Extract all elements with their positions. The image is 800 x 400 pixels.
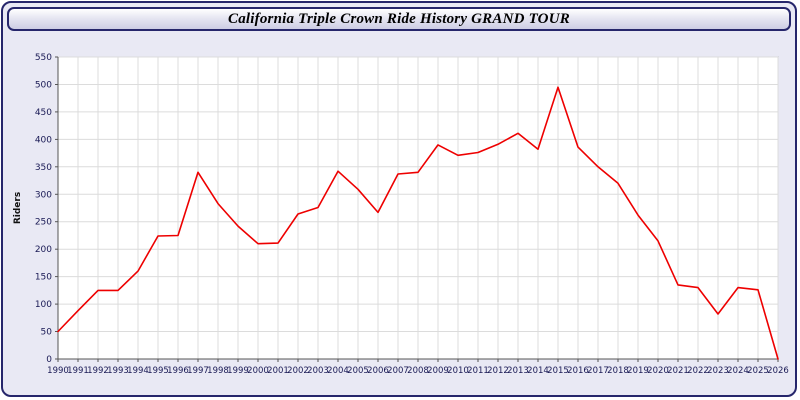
svg-text:2023: 2023 (707, 366, 729, 376)
svg-text:1998: 1998 (207, 366, 229, 376)
svg-text:250: 250 (35, 218, 52, 228)
svg-text:1999: 1999 (227, 366, 249, 376)
svg-text:2009: 2009 (427, 366, 449, 376)
title-bar: California Triple Crown Ride History GRA… (7, 7, 791, 31)
chart-svg: 1990199119921993199419951996199719981999… (13, 53, 789, 376)
svg-text:2021: 2021 (667, 366, 689, 376)
svg-text:2010: 2010 (447, 366, 469, 376)
svg-text:200: 200 (35, 245, 52, 255)
svg-text:2018: 2018 (607, 366, 629, 376)
svg-text:2016: 2016 (567, 366, 589, 376)
svg-text:1993: 1993 (107, 366, 129, 376)
svg-text:2006: 2006 (367, 366, 389, 376)
page-title: California Triple Crown Ride History GRA… (228, 10, 570, 27)
svg-text:1997: 1997 (187, 366, 209, 376)
svg-text:2022: 2022 (687, 366, 709, 376)
svg-text:2003: 2003 (307, 366, 329, 376)
svg-text:2007: 2007 (387, 366, 409, 376)
svg-text:2011: 2011 (467, 366, 489, 376)
svg-text:550: 550 (35, 53, 52, 63)
svg-text:300: 300 (35, 190, 52, 200)
svg-text:1994: 1994 (127, 366, 149, 376)
svg-text:50: 50 (41, 328, 53, 338)
svg-text:2012: 2012 (487, 366, 509, 376)
svg-text:350: 350 (35, 163, 52, 173)
svg-text:2015: 2015 (547, 366, 569, 376)
svg-text:2001: 2001 (267, 366, 289, 376)
svg-text:0: 0 (46, 355, 52, 365)
svg-text:100: 100 (35, 300, 52, 310)
svg-text:2019: 2019 (627, 366, 649, 376)
svg-text:2004: 2004 (327, 366, 349, 376)
svg-text:2013: 2013 (507, 366, 529, 376)
svg-text:1995: 1995 (147, 366, 169, 376)
svg-text:500: 500 (35, 81, 52, 91)
svg-text:450: 450 (35, 108, 52, 118)
svg-text:2020: 2020 (647, 366, 669, 376)
svg-text:400: 400 (35, 135, 52, 145)
svg-text:2000: 2000 (247, 366, 269, 376)
svg-text:1991: 1991 (67, 366, 89, 376)
svg-text:2024: 2024 (727, 366, 749, 376)
svg-text:Riders: Riders (13, 192, 23, 224)
svg-text:2014: 2014 (527, 366, 549, 376)
svg-text:2005: 2005 (347, 366, 369, 376)
svg-text:1990: 1990 (47, 366, 69, 376)
svg-text:2002: 2002 (287, 366, 309, 376)
svg-text:2008: 2008 (407, 366, 429, 376)
svg-text:2025: 2025 (747, 366, 769, 376)
svg-text:1992: 1992 (87, 366, 109, 376)
svg-text:1996: 1996 (167, 366, 189, 376)
line-chart: 1990 1991 1992 1993 1994 1995 1996 1997 1998 1999… (8, 43, 794, 395)
svg-text:2017: 2017 (587, 366, 609, 376)
svg-text:2026: 2026 (767, 366, 789, 376)
svg-text:150: 150 (35, 273, 52, 283)
